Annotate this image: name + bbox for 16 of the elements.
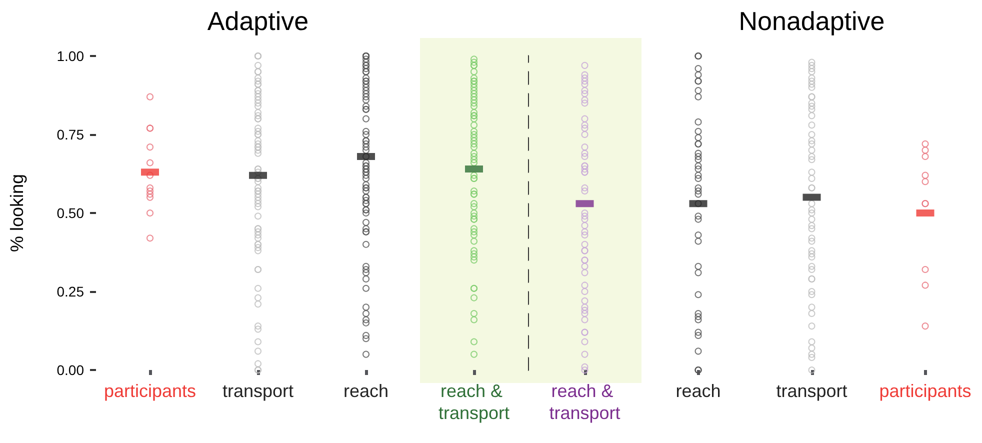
x-tick-label: reach & transport — [549, 381, 620, 423]
x-tick-label: transport — [776, 381, 848, 401]
y-tick-label: 0.00 — [56, 362, 84, 378]
y-tick-label: 0.50 — [56, 205, 84, 221]
x-tick-label: reach — [676, 381, 721, 401]
y-tick-label: 0.75 — [56, 126, 84, 142]
x-tick-label: reach & transport — [438, 381, 510, 423]
x-tick-label: participants — [104, 381, 196, 401]
y-tick-label: 1.00 — [56, 48, 84, 64]
y-tick-label: 0.25 — [56, 284, 84, 300]
y-axis-title: % looking — [7, 174, 27, 252]
chart-title: Adaptive — [207, 6, 309, 36]
x-tick-label: transport — [222, 381, 294, 401]
chart-title: Nonadaptive — [738, 6, 885, 36]
x-tick-label: reach — [343, 381, 389, 401]
x-tick-label: participants — [879, 381, 972, 401]
